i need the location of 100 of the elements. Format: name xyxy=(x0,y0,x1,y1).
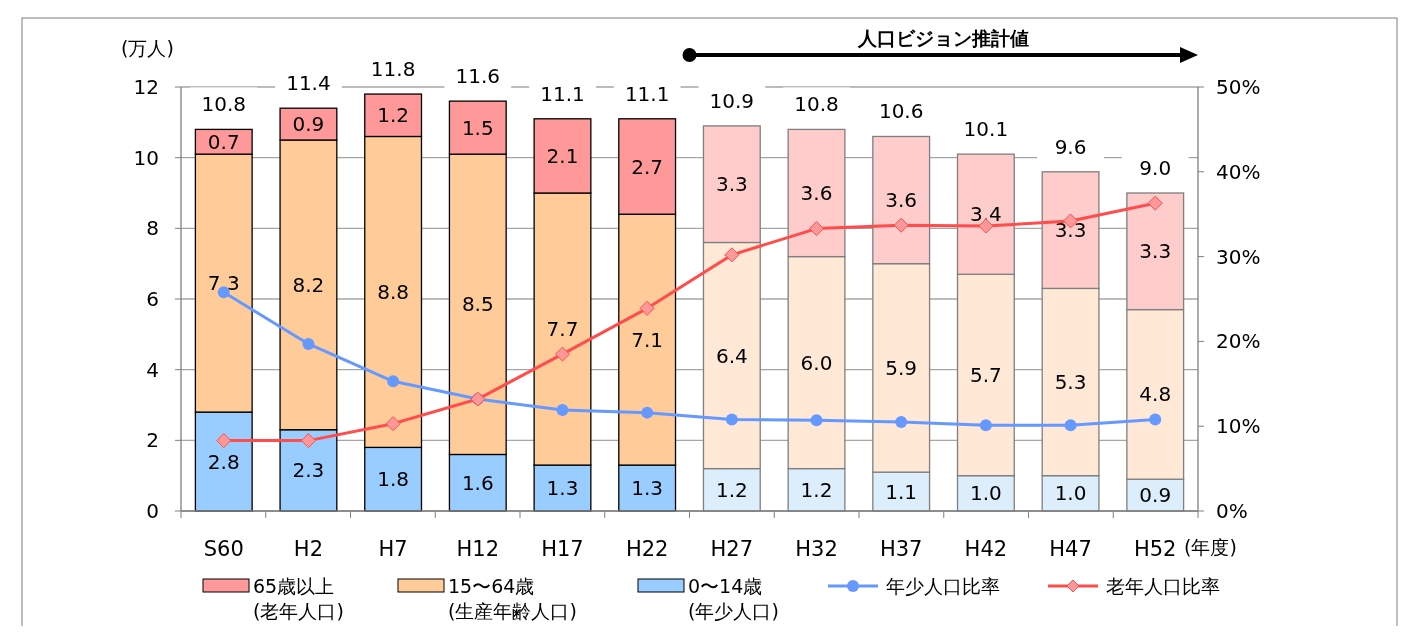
x-tick-label: S60 xyxy=(203,537,244,561)
y2-tick-label: 40% xyxy=(1216,159,1261,184)
total-label: 10.9 xyxy=(709,88,755,113)
data-label: 0.9 xyxy=(292,112,325,137)
y-tick-label: 2 xyxy=(146,428,159,453)
data-label: 3.3 xyxy=(715,172,748,197)
data-label: 1.3 xyxy=(631,476,664,501)
data-label: 3.3 xyxy=(1139,239,1172,264)
total-label: 10.1 xyxy=(963,117,1009,142)
data-label: 2.7 xyxy=(631,154,664,179)
data-label: 8.5 xyxy=(461,292,494,317)
data-label: 3.3 xyxy=(1054,218,1087,243)
data-label: 1.5 xyxy=(461,115,494,140)
point xyxy=(554,346,570,362)
point xyxy=(809,221,825,237)
data-label: 1.3 xyxy=(546,476,579,501)
y2-tick-label: 10% xyxy=(1216,414,1261,439)
y2-tick-label: 0% xyxy=(1216,499,1248,523)
total-label: 11.4 xyxy=(286,71,331,96)
x-tick-label: H37 xyxy=(879,537,923,561)
data-label: 7.3 xyxy=(207,271,240,296)
legend-label: 老年人口比率 xyxy=(1106,575,1220,597)
data-label: 8.8 xyxy=(377,279,410,304)
point xyxy=(639,300,655,316)
x-tick-label: H47 xyxy=(1049,537,1092,561)
point xyxy=(302,337,315,350)
point xyxy=(385,416,401,432)
data-label: 8.2 xyxy=(292,272,325,297)
x-tick-label: H32 xyxy=(795,537,838,561)
point xyxy=(300,433,316,449)
total-label: 10.8 xyxy=(201,92,247,117)
y-tick-label: 6 xyxy=(146,287,159,311)
total-label: 9.0 xyxy=(1139,156,1172,180)
y-axis-title: (万人) xyxy=(121,37,174,59)
legend-label: 15〜64歳 (生産年齢人口) xyxy=(448,575,577,622)
data-label: 5.3 xyxy=(1054,370,1087,395)
data-label: 6.0 xyxy=(800,350,833,375)
total-label: 9.6 xyxy=(1054,134,1087,159)
data-label: 1.1 xyxy=(885,479,918,504)
y-tick-label: 4 xyxy=(146,357,159,382)
total-label: 10.6 xyxy=(878,99,924,124)
legend-label: 0〜14歳 (年少人口) xyxy=(688,575,779,622)
x-tick-label: H12 xyxy=(456,537,500,561)
data-label: 1.2 xyxy=(715,477,748,502)
point xyxy=(895,415,908,428)
x-tick-label: H2 xyxy=(293,537,324,561)
total-label: 11.8 xyxy=(370,57,416,82)
data-label: 3.4 xyxy=(969,202,1002,227)
legend-label: 年少人口比率 xyxy=(886,575,1000,597)
data-label: 3.6 xyxy=(885,188,918,213)
data-label: 2.8 xyxy=(207,449,240,474)
data-label: 1.0 xyxy=(1054,481,1087,506)
x-tick-label: H52 xyxy=(1133,537,1177,561)
y-tick-label: 10 xyxy=(133,145,159,170)
x-tick-label: H17 xyxy=(541,537,584,561)
data-label: 5.9 xyxy=(885,355,918,380)
x-tick-label: H42 xyxy=(964,537,1008,561)
point xyxy=(1064,419,1077,432)
data-label: 0.7 xyxy=(207,129,240,154)
data-label: 3.6 xyxy=(800,181,833,205)
data-label: 4.8 xyxy=(1139,382,1172,407)
data-label: 7.7 xyxy=(546,317,579,342)
legend-label: 65歳以上 (老年人口) xyxy=(253,575,344,622)
data-label: 6.4 xyxy=(715,343,748,368)
total-label: 10.8 xyxy=(794,92,839,117)
data-label: 2.1 xyxy=(546,143,579,168)
point xyxy=(893,217,909,233)
point xyxy=(724,247,740,263)
data-label: 0.9 xyxy=(1139,483,1172,508)
data-label: 1.6 xyxy=(461,470,494,495)
point xyxy=(810,414,823,427)
point xyxy=(1149,413,1162,426)
x-tick-label: H7 xyxy=(378,537,408,561)
x-axis-title: (年度) xyxy=(1184,536,1237,558)
point xyxy=(725,413,738,426)
data-label: 2.3 xyxy=(292,458,325,483)
total-label: 11.1 xyxy=(624,81,670,106)
data-label: 7.1 xyxy=(631,327,664,352)
data-label: 5.7 xyxy=(969,362,1002,387)
y-tick-label: 8 xyxy=(146,216,159,241)
point xyxy=(641,406,654,419)
total-label: 11.1 xyxy=(540,81,585,106)
y2-tick-label: 20% xyxy=(1216,329,1261,354)
data-label: 1.0 xyxy=(969,481,1002,506)
x-tick-label: H27 xyxy=(710,537,754,561)
data-label: 1.2 xyxy=(800,477,833,502)
point xyxy=(216,433,232,449)
data-label: 1.2 xyxy=(377,103,410,128)
data-label: 1.8 xyxy=(377,467,410,492)
point xyxy=(1147,195,1163,211)
text: 人口ビジョン推計値 xyxy=(857,27,1030,49)
y2-tick-label: 50% xyxy=(1216,75,1261,99)
y-tick-label: 12 xyxy=(133,75,159,99)
x-tick-label: H22 xyxy=(625,537,669,561)
point xyxy=(979,419,992,432)
total-label: 11.6 xyxy=(455,64,501,89)
y-tick-label: 0 xyxy=(146,499,159,523)
point xyxy=(387,375,400,388)
point xyxy=(556,404,569,417)
y2-tick-label: 30% xyxy=(1216,244,1261,269)
